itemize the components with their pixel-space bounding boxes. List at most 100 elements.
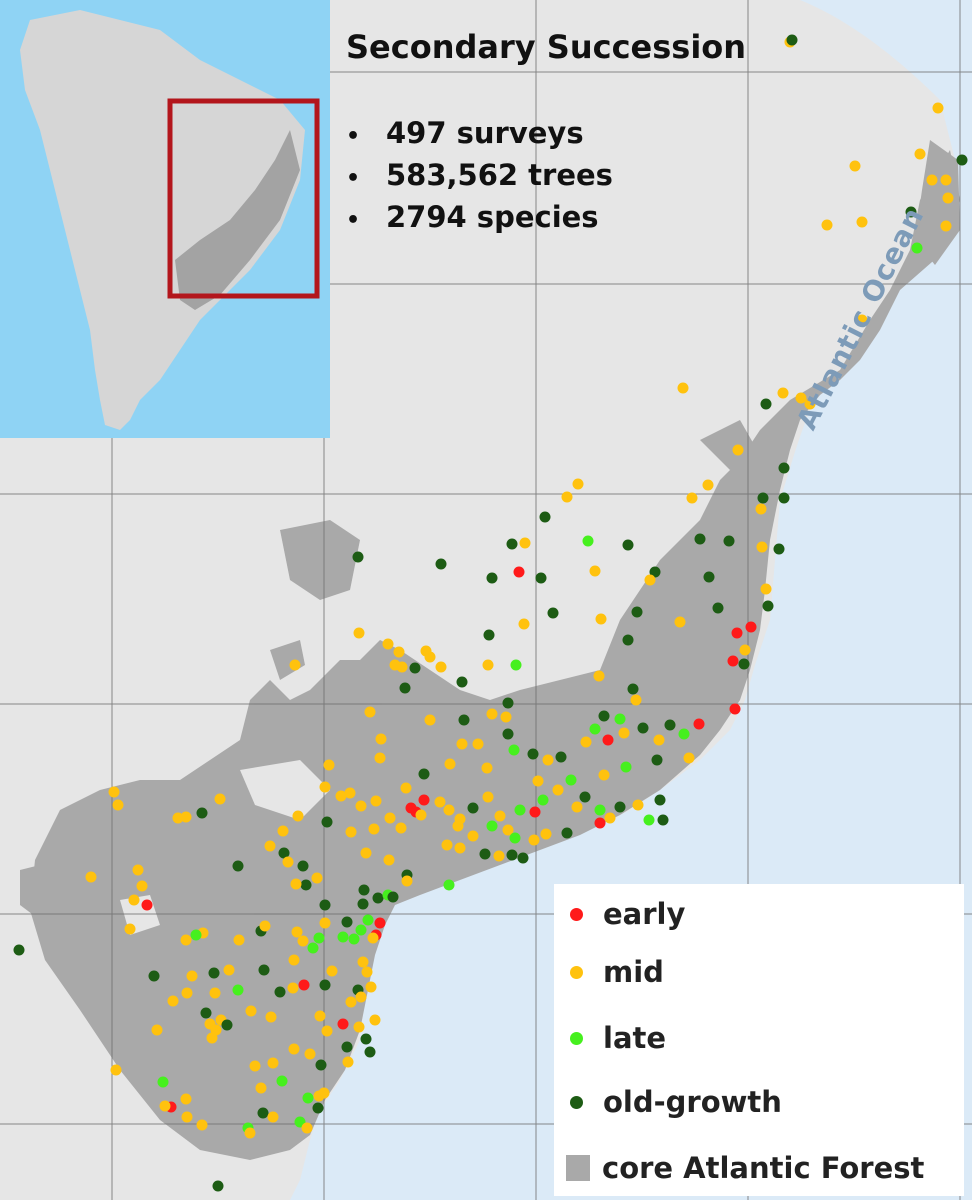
survey-marker-mid	[481, 762, 493, 774]
survey-marker-mid	[181, 987, 193, 999]
survey-marker-old-growth	[409, 662, 421, 674]
survey-marker-late	[348, 933, 360, 945]
survey-marker-mid	[926, 174, 938, 186]
survey-marker-mid	[361, 966, 373, 978]
survey-marker-mid	[289, 659, 301, 671]
survey-marker-old-growth	[622, 634, 634, 646]
bullet-icon: •	[346, 124, 361, 149]
survey-marker-old-growth	[364, 1046, 376, 1058]
survey-marker-old-growth	[486, 572, 498, 584]
inset-map	[0, 0, 330, 438]
survey-marker-old-growth	[631, 606, 643, 618]
survey-marker-mid	[374, 752, 386, 764]
survey-marker-mid	[181, 1111, 193, 1123]
late-marker-icon	[570, 1031, 583, 1045]
legend-label: late	[603, 1021, 667, 1055]
legend-item-late: late	[570, 1018, 666, 1058]
survey-marker-mid	[472, 738, 484, 750]
survey-marker-mid	[519, 537, 531, 549]
survey-marker-mid	[360, 847, 372, 859]
survey-marker-old-growth	[321, 816, 333, 828]
map-title: Secondary Succession	[346, 28, 747, 66]
survey-marker-mid	[732, 444, 744, 456]
survey-marker-old-growth	[212, 1180, 224, 1192]
survey-marker-mid	[674, 616, 686, 628]
survey-marker-mid	[940, 174, 952, 186]
survey-marker-late	[678, 728, 690, 740]
survey-marker-old-growth	[555, 751, 567, 763]
survey-marker-mid	[444, 758, 456, 770]
survey-marker-mid	[940, 220, 952, 232]
survey-marker-mid	[542, 754, 554, 766]
survey-marker-mid	[452, 820, 464, 832]
survey-marker-mid	[355, 800, 367, 812]
survey-marker-mid	[702, 479, 714, 491]
survey-marker-mid	[756, 541, 768, 553]
survey-marker-mid	[287, 982, 299, 994]
survey-marker-old-growth	[762, 600, 774, 612]
survey-marker-old-growth	[703, 571, 715, 583]
survey-marker-old-growth	[467, 802, 479, 814]
survey-marker-early	[602, 734, 614, 746]
non-forest-patch	[560, 590, 605, 660]
survey-marker-late	[508, 744, 520, 756]
survey-marker-old-growth	[517, 852, 529, 864]
survey-marker-early	[529, 806, 541, 818]
survey-marker-old-growth	[649, 566, 661, 578]
survey-marker-mid	[677, 382, 689, 394]
survey-marker-mid	[180, 811, 192, 823]
survey-marker-mid	[314, 1010, 326, 1022]
legend-label: mid	[603, 955, 664, 989]
survey-marker-mid	[598, 769, 610, 781]
survey-marker-mid	[467, 830, 479, 842]
survey-marker-mid	[368, 823, 380, 835]
survey-marker-old-growth	[786, 34, 798, 46]
survey-marker-old-growth	[614, 801, 626, 813]
survey-marker-mid	[686, 492, 698, 504]
survey-marker-early	[374, 917, 386, 929]
survey-marker-old-growth	[372, 892, 384, 904]
inset-continent	[20, 10, 305, 430]
survey-marker-mid	[313, 1090, 325, 1102]
survey-marker-mid	[914, 148, 926, 160]
survey-marker-mid	[292, 810, 304, 822]
survey-marker-mid	[112, 799, 124, 811]
survey-marker-mid	[206, 1032, 218, 1044]
survey-marker-early	[745, 621, 757, 633]
survey-marker-mid	[382, 638, 394, 650]
survey-marker-mid	[180, 934, 192, 946]
survey-marker-old-growth	[148, 970, 160, 982]
survey-marker-mid	[482, 659, 494, 671]
survey-marker-old-growth	[479, 848, 491, 860]
survey-marker-old-growth	[458, 714, 470, 726]
survey-marker-mid	[500, 711, 512, 723]
survey-marker-mid	[593, 670, 605, 682]
bullet-icon: •	[346, 166, 361, 191]
survey-marker-late	[362, 914, 374, 926]
stat-text: 2794 species	[386, 200, 599, 234]
survey-marker-mid	[267, 1057, 279, 1069]
survey-marker-mid	[85, 871, 97, 883]
survey-marker-early	[731, 627, 743, 639]
survey-marker-mid	[795, 392, 807, 404]
survey-marker-old-growth	[232, 860, 244, 872]
survey-marker-mid	[760, 583, 772, 595]
survey-marker-mid	[233, 934, 245, 946]
survey-marker-mid	[259, 920, 271, 932]
survey-marker-mid	[683, 752, 695, 764]
survey-marker-mid	[595, 613, 607, 625]
survey-marker-old-growth	[773, 543, 785, 555]
inset-forest	[175, 130, 300, 310]
survey-marker-mid	[223, 964, 235, 976]
survey-marker-mid	[319, 917, 331, 929]
stat-surveys: • 497 surveys	[346, 112, 613, 154]
survey-marker-mid	[323, 759, 335, 771]
survey-marker-old-growth	[315, 1059, 327, 1071]
survey-marker-early	[729, 703, 741, 715]
survey-marker-old-growth	[221, 1019, 233, 1031]
mid-marker-icon	[570, 965, 583, 979]
survey-marker-mid	[482, 791, 494, 803]
survey-marker-mid	[456, 738, 468, 750]
survey-marker-mid	[277, 825, 289, 837]
survey-marker-mid	[632, 799, 644, 811]
